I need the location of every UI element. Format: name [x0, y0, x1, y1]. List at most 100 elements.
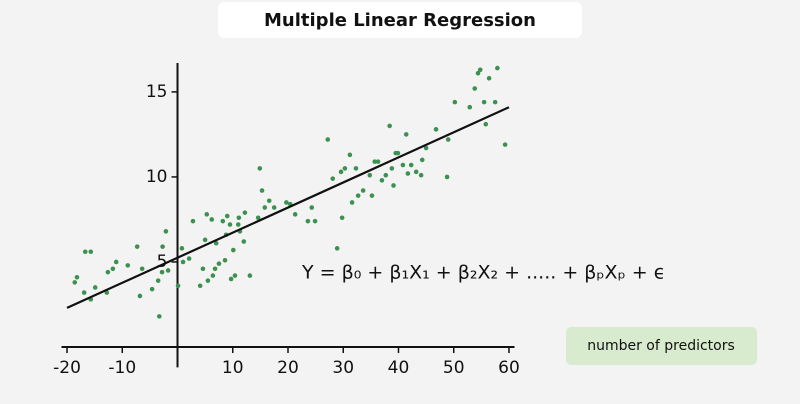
point [292, 212, 298, 217]
point [179, 246, 185, 251]
x-tick-label: 40 [388, 358, 410, 378]
point [209, 217, 215, 222]
point [212, 266, 218, 272]
annotation-box [566, 327, 757, 365]
point [372, 159, 378, 164]
point [200, 266, 206, 272]
point [216, 261, 222, 266]
point [125, 263, 131, 268]
point [204, 212, 210, 217]
x-tick-label: 30 [332, 358, 354, 378]
point [222, 257, 228, 263]
point [236, 215, 242, 221]
regression-line [66, 106, 510, 309]
x-tick-label: -20 [53, 358, 81, 378]
point [81, 290, 87, 295]
point [400, 162, 406, 168]
point [325, 137, 331, 142]
annotation: number of predictors [587, 338, 735, 354]
point [495, 65, 500, 71]
point [367, 172, 373, 178]
point [405, 171, 411, 176]
point [88, 249, 94, 255]
point [149, 286, 155, 292]
point [391, 183, 396, 188]
point [113, 259, 119, 265]
point [163, 229, 169, 234]
point [486, 76, 492, 81]
x-tick-label: -10 [108, 358, 136, 378]
point [227, 222, 233, 227]
point [74, 274, 80, 280]
point [408, 162, 414, 168]
point [160, 244, 165, 249]
point [210, 273, 216, 278]
point [139, 266, 145, 272]
point [137, 293, 143, 299]
point [389, 166, 395, 171]
point [444, 174, 450, 180]
point [190, 218, 196, 224]
point [369, 193, 375, 198]
point [205, 278, 211, 283]
point [232, 273, 238, 278]
point [467, 104, 473, 110]
point [271, 205, 277, 210]
point [231, 247, 236, 253]
point [186, 256, 192, 261]
point [383, 172, 389, 178]
point [347, 152, 353, 158]
point [159, 269, 165, 275]
point [413, 169, 419, 175]
y-tick-label: 10 [146, 167, 168, 187]
point [197, 283, 203, 289]
point [92, 285, 98, 290]
point [452, 99, 458, 105]
point [175, 283, 181, 289]
point [110, 266, 116, 272]
point [305, 218, 311, 224]
point [502, 142, 508, 147]
y-tick-label: 15 [146, 82, 168, 102]
point [235, 222, 241, 227]
point [403, 132, 409, 137]
point [266, 198, 272, 204]
point [241, 239, 247, 244]
point [353, 166, 359, 171]
point [338, 169, 344, 175]
point [349, 200, 355, 205]
equation: Y = β₀ + β₁X₁ + β₂X₂ + ..... + βₚXₚ + ϵ [301, 262, 665, 284]
point [247, 273, 253, 278]
point [82, 249, 88, 255]
x-tick-label: 20 [277, 358, 299, 378]
point [330, 176, 336, 181]
point [312, 218, 318, 224]
point [259, 188, 265, 193]
point [445, 137, 451, 142]
point [262, 205, 268, 210]
point [342, 166, 348, 171]
point [202, 237, 208, 243]
point [134, 244, 140, 249]
point [433, 127, 439, 132]
point [220, 218, 226, 224]
point [72, 280, 78, 285]
point [309, 205, 315, 210]
point [477, 67, 483, 73]
point [492, 99, 498, 105]
point [213, 240, 219, 246]
point [165, 268, 171, 273]
point [481, 99, 487, 105]
y-tick-label: 5 [157, 252, 168, 272]
point [423, 145, 429, 151]
point [155, 278, 161, 283]
title-box [218, 2, 582, 38]
x-tick-label: 60 [498, 358, 520, 378]
point [284, 200, 289, 205]
point [255, 215, 261, 221]
point [156, 314, 162, 319]
point [375, 159, 381, 164]
point [360, 188, 366, 193]
